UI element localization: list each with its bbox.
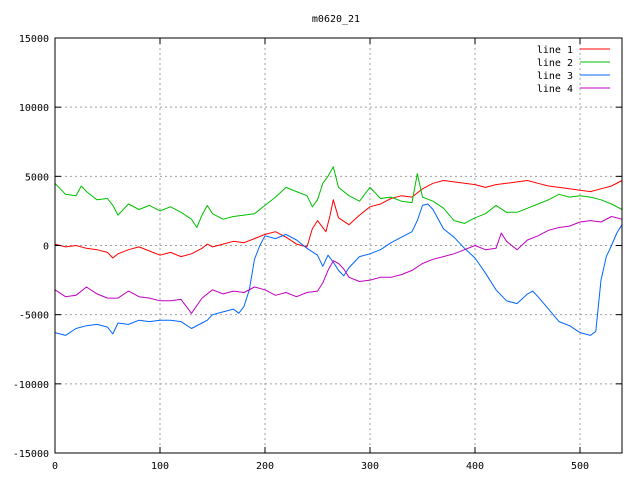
legend-label-4: line 4 <box>537 84 573 95</box>
y-tick-label: -15000 <box>13 449 49 460</box>
series-line-3 <box>54 203 623 336</box>
grid-lines <box>55 38 622 453</box>
axis-ticks <box>54 37 622 454</box>
legend-label-1: line 1 <box>537 45 573 56</box>
y-tick-label: 5000 <box>25 172 49 183</box>
y-tick-label: 15000 <box>19 34 49 45</box>
x-tick-label: 0 <box>52 461 58 472</box>
y-tick-label: 0 <box>43 242 49 253</box>
series-line-1 <box>54 180 623 259</box>
axis-tick-labels: 0 100 200 300 400 500 -15000 -10000 -5000 0 5000 10… <box>13 34 589 472</box>
chart-title: m0620_21 <box>312 14 360 25</box>
series-lines <box>54 166 623 336</box>
x-tick-label: 200 <box>256 461 274 472</box>
x-tick-label: 300 <box>361 461 379 472</box>
legend-label-3: line 3 <box>537 71 573 82</box>
x-tick-label: 100 <box>151 461 169 472</box>
y-tick-label: -5000 <box>19 311 49 322</box>
y-tick-label: -10000 <box>13 380 49 391</box>
series-line-4 <box>54 216 623 314</box>
legend-label-2: line 2 <box>537 58 573 69</box>
series-line-2 <box>54 166 623 228</box>
legend: line 1 line 2 line 3 line 4 <box>537 45 610 95</box>
x-tick-label: 500 <box>571 461 589 472</box>
x-tick-label: 400 <box>466 461 484 472</box>
y-tick-label: 10000 <box>19 103 49 114</box>
